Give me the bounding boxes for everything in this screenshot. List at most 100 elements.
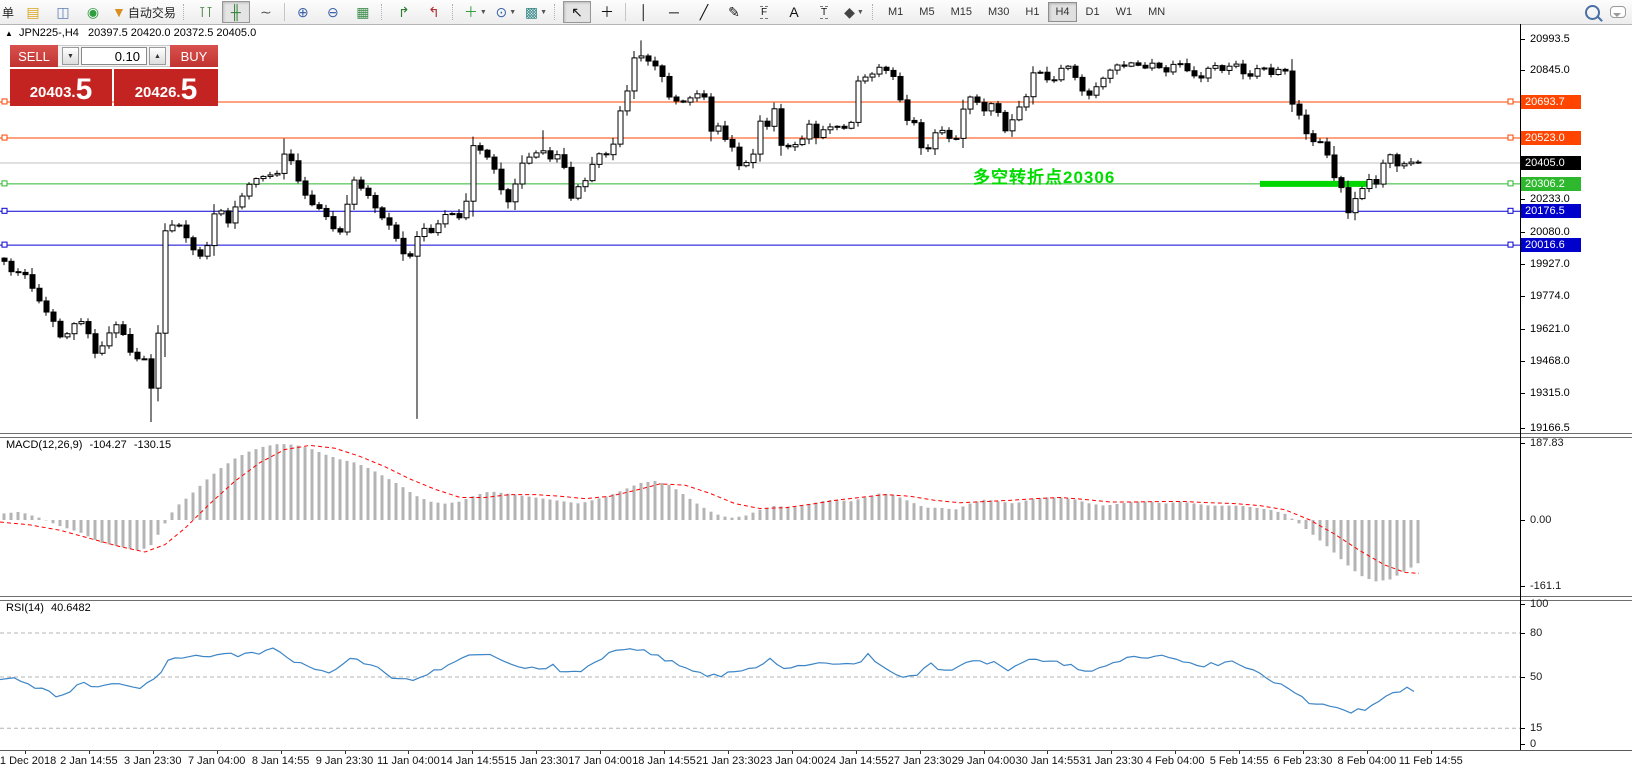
profiles-icon[interactable]: ◫ [56, 3, 70, 20]
collapse-trade-panel-icon[interactable]: ▲ [5, 29, 13, 38]
time-tick: 23 Jan 04:00 [759, 755, 824, 767]
time-tick: 18 Jan 14:55 [632, 755, 696, 767]
dropdown-caret-icon[interactable]: ▼ [856, 8, 864, 16]
time-tick-mark [1366, 751, 1368, 754]
macd-signal-line [0, 444, 1420, 574]
toolbar-grip[interactable] [380, 4, 386, 20]
price-tick: 19468.0 [1530, 355, 1570, 368]
price-tick: 19621.0 [1530, 322, 1570, 335]
time-tick: 24 Jan 14:55 [823, 755, 888, 767]
rsi-tick-mark [1521, 633, 1525, 635]
line-handle-icon[interactable] [1, 98, 8, 105]
line-chart-icon[interactable]: ∼ [260, 3, 272, 20]
search-icon[interactable] [1585, 4, 1600, 20]
equidistant-channel-icon[interactable]: ✎ [728, 3, 740, 20]
rsi-label: RSI(14) 40.6482 [6, 602, 91, 614]
turning-point-annotation[interactable]: 多空转折点20306 [973, 168, 1116, 187]
time-tick-mark [1111, 751, 1113, 754]
sell-button[interactable]: SELL [10, 45, 58, 67]
sell-price-button[interactable]: 20403. 5 [10, 69, 112, 106]
dropdown-caret-icon[interactable]: ▼ [509, 8, 517, 16]
chart-shift-icon[interactable]: ↰ [428, 3, 440, 20]
vertical-line-icon[interactable]: │ [639, 4, 649, 20]
price-axis[interactable]: 20993.5 20845.0 20233.0 20080.0 19927.0 19774… [1521, 24, 1632, 750]
buy-price-int: 20426. [134, 84, 181, 101]
tile-windows-icon[interactable]: ▦ [356, 3, 370, 20]
timeframe-d1[interactable]: D1 [1085, 6, 1100, 18]
dropdown-caret-icon[interactable]: ▼ [479, 8, 487, 16]
time-axis[interactable]: 31 Dec 2018 2 Jan 14:55 3 Jan 23:30 7 Jan 0… [0, 750, 1632, 769]
line-handle-icon[interactable] [1, 134, 8, 141]
price-tick-mark [1521, 264, 1525, 266]
bar-chart-icon[interactable]: ⊺⊺ [198, 3, 214, 20]
buy-button[interactable]: BUY [170, 45, 218, 67]
price-tick: 20993.5 [1530, 32, 1570, 45]
volume-decrease-button[interactable]: ▼ [62, 47, 79, 65]
price-badge-20405.0: 20405.0 [1521, 156, 1581, 170]
buy-price-button[interactable]: 20426. 5 [114, 69, 218, 106]
line-handle-icon[interactable] [1507, 241, 1514, 248]
rsi-line [0, 647, 1415, 714]
price-tick: 19315.0 [1530, 387, 1570, 400]
chat-icon[interactable] [1610, 6, 1626, 18]
line-handle-icon[interactable] [1, 180, 8, 187]
timeframe-w1[interactable]: W1 [1115, 6, 1133, 18]
panel-separator-rsi[interactable] [0, 596, 1632, 601]
zoom-out-icon[interactable]: ⊖ [327, 3, 339, 20]
time-tick: 7 Jan 04:00 [187, 755, 246, 767]
trendline-icon[interactable]: ╱ [699, 3, 709, 20]
buy-price-big-digit: 5 [180, 73, 198, 106]
line-handle-icon[interactable] [1, 241, 8, 248]
zoom-in-icon[interactable]: ⊕ [297, 3, 309, 20]
timeframe-m15[interactable]: M15 [950, 6, 972, 18]
line-handle-icon[interactable] [1507, 98, 1514, 105]
price-tick: 19774.0 [1530, 290, 1570, 303]
auto-scroll-icon[interactable]: ↱ [398, 3, 410, 20]
rsi-axis-tick: 80 [1530, 627, 1543, 640]
timeframe-mn[interactable]: MN [1148, 6, 1166, 18]
price-badge-20016.6: 20016.6 [1521, 238, 1581, 253]
toolbar-grip[interactable] [872, 4, 877, 20]
periods-icon[interactable]: ⊙ ▼ [495, 3, 517, 20]
shapes-icon[interactable]: ◆ ▼ [844, 3, 864, 20]
price-tick-mark [1521, 231, 1525, 233]
line-handle-icon[interactable] [1, 207, 8, 214]
toolbar-grip[interactable] [554, 4, 559, 20]
indicators-icon[interactable]: ＋ ▼ [463, 4, 487, 20]
timeframe-m5[interactable]: M5 [919, 6, 935, 18]
horizontal-line-icon[interactable]: ─ [669, 4, 679, 20]
timeframe-m1[interactable]: M1 [888, 6, 904, 18]
crosshair-icon[interactable]: ＋ [600, 4, 614, 20]
rsi-title: RSI(14) [6, 602, 44, 614]
volume-increase-button[interactable]: ▲ [149, 47, 166, 65]
dropdown-caret-icon[interactable]: ▼ [540, 8, 547, 16]
timeframe-m30[interactable]: M30 [987, 6, 1010, 18]
time-tick: 5 Feb 14:55 [1209, 755, 1269, 767]
templates-icon[interactable]: ▩ ▼ [524, 3, 547, 20]
alerts-icon[interactable]: ◉ [86, 3, 100, 20]
time-tick: 29 Jan 04:00 [951, 755, 1016, 767]
panel-separator-macd[interactable] [0, 433, 1632, 438]
text-icon[interactable]: A [789, 4, 799, 20]
timeframe-h4[interactable]: H4 [1048, 2, 1077, 22]
fibonacci-icon[interactable]: F [759, 5, 769, 19]
line-handle-icon[interactable] [1507, 180, 1514, 187]
time-tick-mark [664, 751, 665, 754]
time-tick-mark [983, 751, 985, 754]
volume-input[interactable]: 0.10 [81, 47, 147, 65]
toolbar-grip[interactable] [451, 4, 457, 20]
toolbar-grip[interactable] [182, 4, 188, 20]
text-label-icon[interactable]: T [819, 5, 829, 19]
autotrading-icon[interactable]: ▼ 自动交易 [112, 4, 176, 20]
new-order-icon[interactable]: ▤ [26, 3, 40, 20]
timeframe-h1[interactable]: H1 [1025, 6, 1040, 18]
time-tick: 30 Jan 14:55 [1015, 755, 1080, 767]
cursor-icon[interactable]: ↖ [563, 1, 591, 23]
candle-chart-icon[interactable]: ╫ [221, 1, 250, 23]
line-handle-icon[interactable] [1507, 134, 1514, 141]
line-handle-icon[interactable] [1507, 207, 1514, 214]
time-tick-mark [1175, 751, 1177, 754]
time-tick: 8 Jan 14:55 [251, 755, 310, 767]
turning-point-highlight-segment[interactable] [1260, 180, 1367, 187]
candles-layer [1, 40, 1422, 422]
